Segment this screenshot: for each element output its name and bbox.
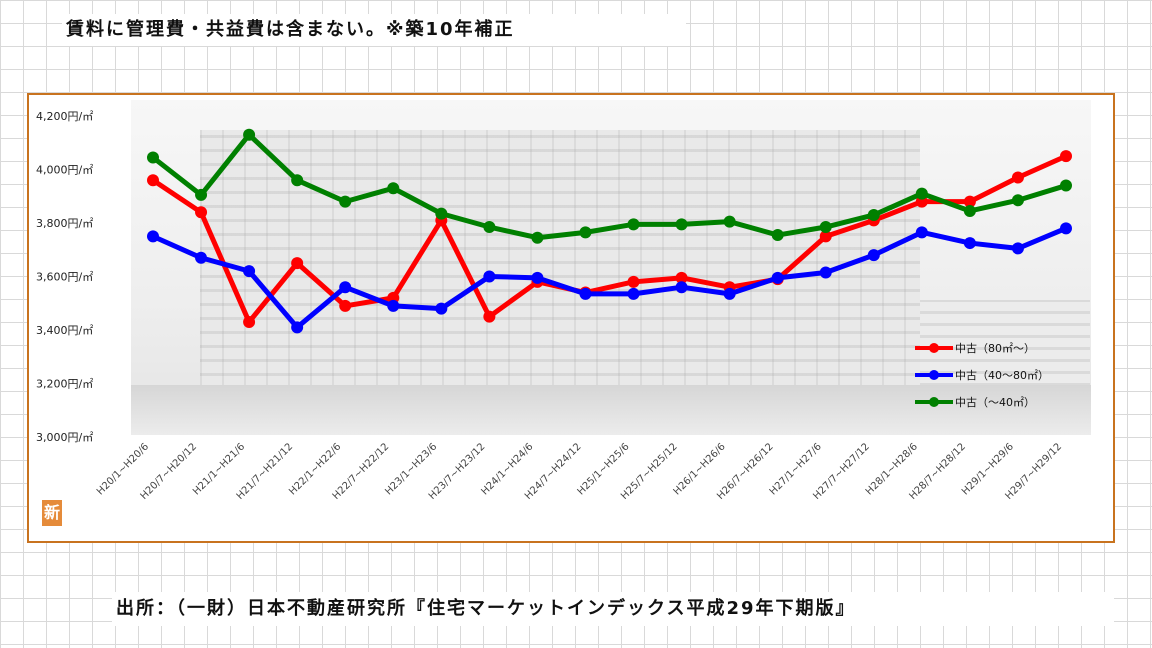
legend-swatch-green	[915, 396, 953, 407]
data-point	[867, 208, 880, 221]
data-point	[675, 271, 688, 284]
data-point	[291, 257, 304, 270]
data-point	[675, 281, 688, 294]
series-line	[150, 225, 1069, 330]
y-tick-label: 4,200円/㎡	[36, 110, 93, 123]
data-point	[915, 226, 928, 239]
y-tick-label: 3,800円/㎡	[36, 217, 93, 230]
data-point	[1060, 179, 1072, 192]
data-point	[339, 299, 352, 312]
data-point	[243, 265, 256, 278]
legend-swatch-red	[915, 342, 953, 353]
series-line	[150, 153, 1069, 325]
data-point	[291, 174, 304, 187]
legend-item-medium: 中古（40～80㎡）	[915, 361, 1049, 388]
data-point	[771, 271, 784, 284]
data-point	[963, 237, 976, 250]
legend-item-small: 中古（～40㎡）	[915, 388, 1049, 415]
data-point	[531, 231, 544, 244]
series-line	[150, 132, 1069, 241]
data-point	[291, 321, 304, 334]
data-point	[1011, 242, 1024, 255]
data-point	[627, 275, 640, 288]
data-point	[915, 187, 928, 200]
y-tick-label: 4,000円/㎡	[36, 164, 93, 177]
legend-label: 中古（40～80㎡）	[955, 368, 1049, 382]
y-tick-label: 3,000円/㎡	[36, 431, 93, 444]
data-point	[243, 128, 256, 141]
data-point	[1060, 150, 1072, 163]
data-point	[819, 230, 832, 243]
data-point	[1011, 194, 1024, 207]
data-point	[387, 299, 400, 312]
data-point	[963, 204, 976, 217]
data-point	[627, 218, 640, 231]
data-point	[339, 281, 352, 294]
data-point	[243, 315, 256, 328]
legend-label: 中古（80㎡～）	[955, 341, 1035, 355]
data-point	[195, 251, 208, 264]
data-point	[195, 206, 208, 219]
source-citation: 出所：（一財）日本不動産研究所『住宅マーケットインデックス平成29年下期版』	[112, 592, 1114, 626]
data-point	[147, 151, 159, 164]
legend-label: 中古（～40㎡）	[955, 395, 1035, 409]
data-point	[723, 287, 736, 300]
logo-icon: 新	[42, 500, 62, 526]
data-point	[195, 188, 208, 201]
y-tick-label: 3,400円/㎡	[36, 324, 93, 337]
data-point	[147, 174, 159, 187]
data-point	[531, 271, 544, 284]
data-point	[147, 230, 159, 243]
legend-swatch-blue	[915, 369, 953, 380]
data-point	[483, 310, 496, 323]
y-tick-label: 3,200円/㎡	[36, 378, 93, 391]
data-point	[483, 221, 496, 234]
data-point	[579, 226, 592, 239]
data-point	[723, 215, 736, 228]
chart-note: 賃料に管理費・共益費は含まない。※築10年補正	[62, 14, 686, 46]
background-street	[131, 385, 1091, 435]
data-point	[483, 270, 496, 283]
data-point	[675, 218, 688, 231]
data-point	[627, 287, 640, 300]
data-point	[387, 182, 400, 195]
data-point	[339, 195, 352, 208]
data-point	[771, 229, 784, 242]
data-point	[1060, 222, 1072, 235]
y-tick-label: 3,600円/㎡	[36, 271, 93, 284]
data-point	[963, 195, 976, 208]
legend-item-large: 中古（80㎡～）	[915, 334, 1049, 361]
data-point	[819, 221, 832, 234]
chart-legend: 中古（80㎡～） 中古（40～80㎡） 中古（～40㎡）	[915, 334, 1049, 415]
data-point	[579, 287, 592, 300]
data-point	[819, 266, 832, 279]
data-point	[435, 207, 448, 220]
data-point	[1011, 171, 1024, 184]
data-point	[435, 302, 448, 315]
data-point	[867, 249, 880, 262]
